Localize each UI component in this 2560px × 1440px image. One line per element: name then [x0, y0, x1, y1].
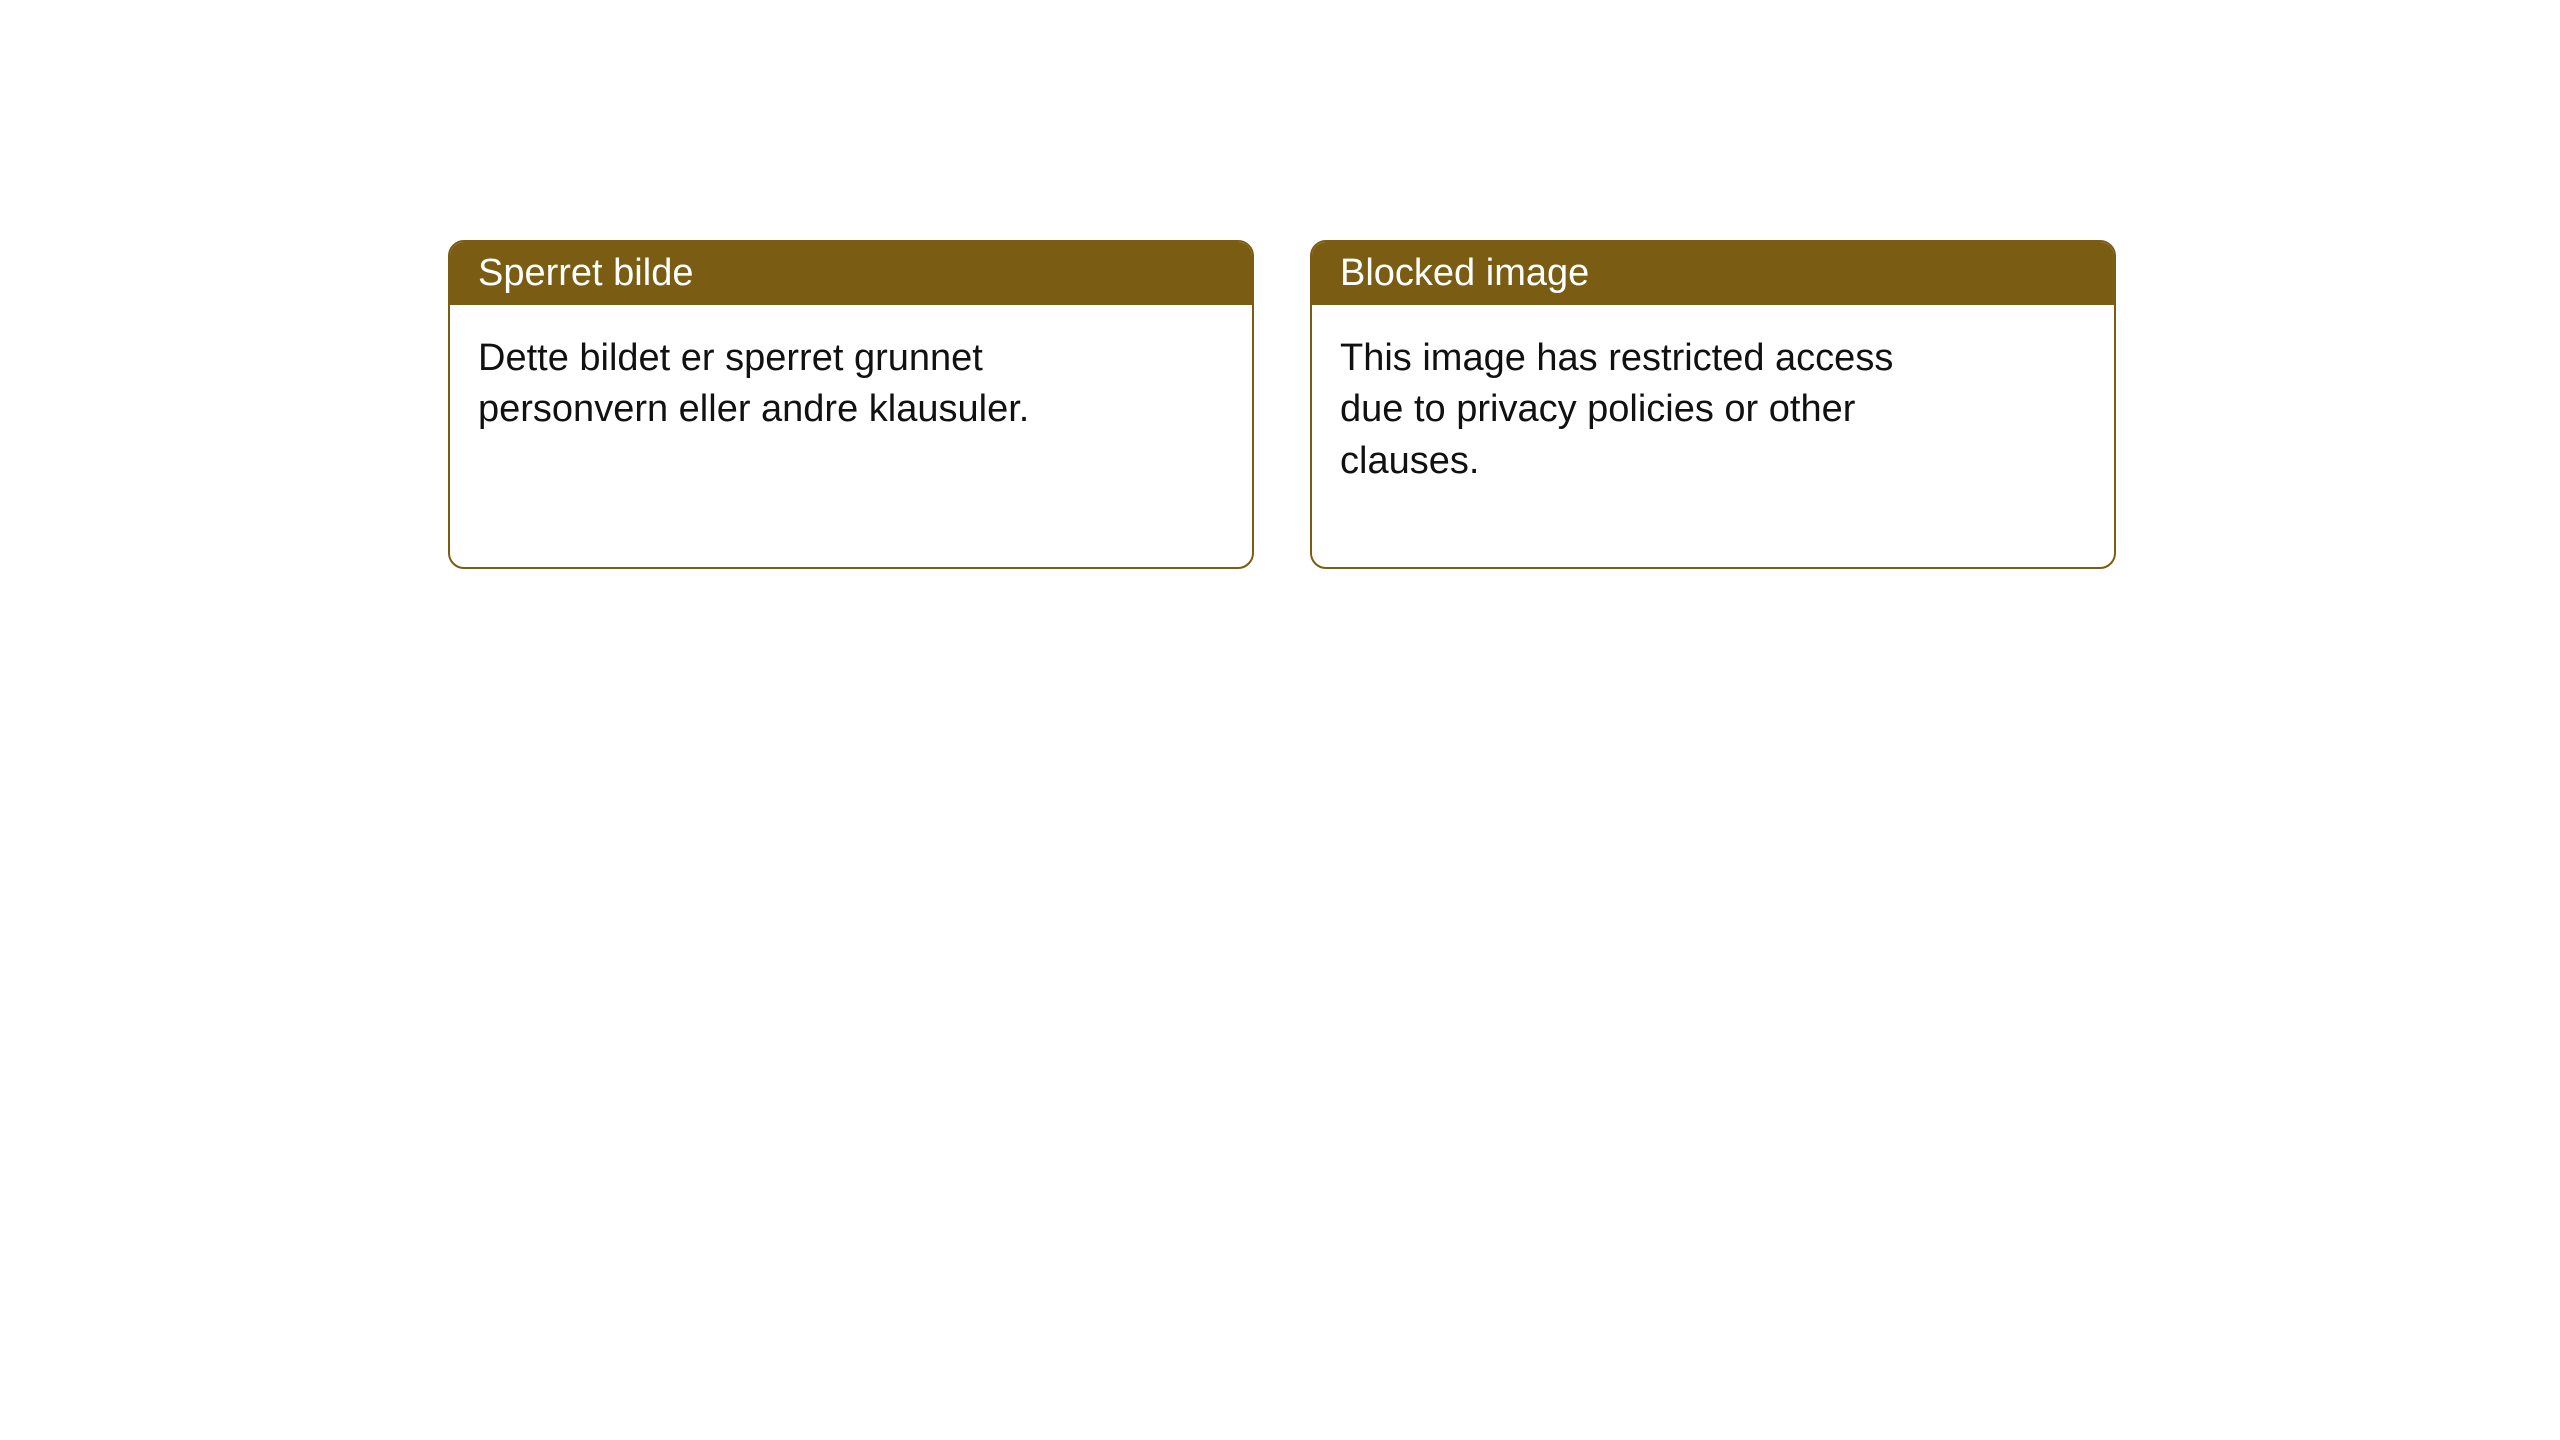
notice-card-norwegian: Sperret bilde Dette bildet er sperret gr…: [448, 240, 1254, 569]
notice-card-english: Blocked image This image has restricted …: [1310, 240, 2116, 569]
notice-body-norwegian: Dette bildet er sperret grunnet personve…: [450, 305, 1130, 516]
notice-body-english: This image has restricted access due to …: [1312, 305, 1992, 567]
notice-title-english: Blocked image: [1312, 242, 2114, 305]
notice-container: Sperret bilde Dette bildet er sperret gr…: [0, 0, 2560, 569]
notice-title-norwegian: Sperret bilde: [450, 242, 1252, 305]
